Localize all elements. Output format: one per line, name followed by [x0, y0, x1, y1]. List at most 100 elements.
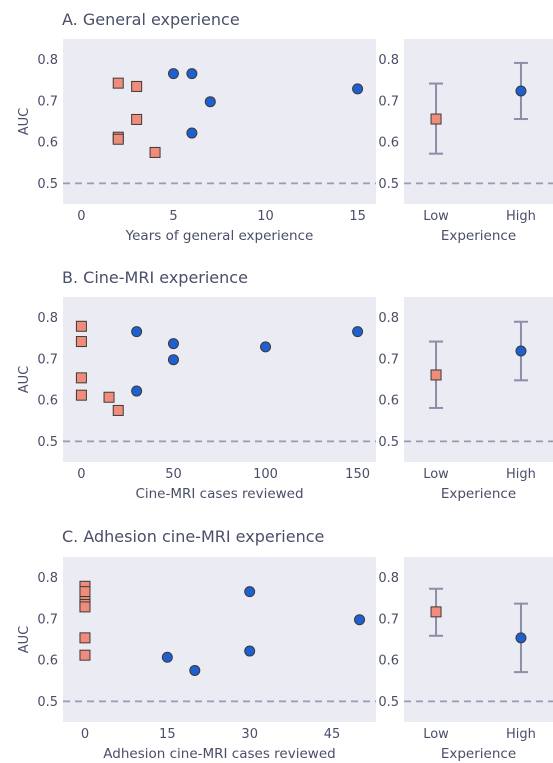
panel-b-summary-ytick-label: 0.8	[378, 311, 399, 326]
panel-a-xtick-label: 0	[77, 209, 85, 224]
panel-a-point-high	[186, 127, 198, 139]
panel-a-title: A. General experience	[62, 10, 240, 29]
panel-b-summary-xtick-label: High	[506, 467, 536, 482]
panel-a-summary-ytick-label: 0.8	[378, 53, 399, 68]
panel-c-ytick-label: 0.6	[37, 654, 58, 669]
panel-c-ytick-label: 0.7	[37, 612, 58, 627]
panel-a-point-high	[186, 68, 198, 80]
panel-c-point-high	[161, 651, 173, 663]
panel-c-plot-area	[63, 557, 376, 722]
panel-a-summary-ytick-label: 0.6	[378, 136, 399, 151]
panel-b-summary-errorbar: Low High 0.5 0.6 0.7 0.8 Experience	[378, 297, 553, 502]
panel-c-xlabel: Adhesion cine-MRI cases reviewed	[103, 746, 335, 762]
panel-c-point-low	[79, 601, 91, 613]
panel-c-summary-xtick-label: High	[506, 727, 536, 742]
panel-c-point-low	[79, 649, 91, 661]
panel-b-point-low	[103, 391, 115, 403]
panel-c-point-low	[79, 632, 91, 644]
panel-b-ytick-label: 0.8	[37, 311, 58, 326]
panel-b-ytick-label: 0.7	[37, 352, 58, 367]
panel-b-xtick-label: 100	[253, 467, 278, 482]
panel-a-scatter: 0 5 10 15 0.5 0.6 0.7 0.8 AUC Years of general ex…	[17, 39, 376, 244]
panel-c-point-high	[189, 664, 201, 676]
panel-b-point-high	[131, 326, 143, 338]
panel-c-summary-plot-area	[404, 557, 553, 722]
panel-b-summary-xtick-label: Low	[423, 467, 449, 482]
panel-c-summary-ytick-label: 0.8	[378, 571, 399, 586]
panel-a-summary-ytick-label: 0.7	[378, 94, 399, 109]
panel-c-ytick-label: 0.5	[37, 695, 58, 710]
panel-b-summary-mean-point-low	[430, 369, 442, 381]
panel-c-xtick-label: 15	[159, 727, 176, 742]
panel-c-summary-errorbar: Low High 0.5 0.6 0.7 0.8 Experience	[378, 557, 553, 762]
panel-c-point-high	[354, 614, 366, 626]
panel-c-point-low	[79, 586, 91, 598]
panel-a-xtick-label: 5	[169, 209, 177, 224]
panel-c-summary-ytick-label: 0.7	[378, 612, 399, 627]
panel-c-point-high	[244, 645, 256, 657]
panel-c-scatter: 0 15 30 45 0.5 0.6 0.7 0.8 AUC Adhesion cine-MRI …	[17, 557, 376, 762]
panel-b-ytick-label: 0.6	[37, 394, 58, 409]
panel-c-summary-xlabel: Experience	[441, 746, 516, 762]
panel-c-summary-mean-point-low	[430, 606, 442, 618]
panel-a-point-high	[352, 83, 364, 95]
panel-b-title: B. Cine-MRI experience	[62, 268, 248, 287]
panel-c-summary-ytick-label: 0.6	[378, 654, 399, 669]
panel-b-point-low	[75, 372, 87, 384]
panel-b-summary-ytick-label: 0.6	[378, 394, 399, 409]
panel-b-point-low	[75, 336, 87, 348]
panel-c-xtick-label: 30	[241, 727, 258, 742]
panel-b-xlabel: Cine-MRI cases reviewed	[135, 486, 303, 502]
panel-a-point-low	[149, 146, 161, 158]
panel-c-summary-ytick-label: 0.5	[378, 695, 399, 710]
panel-a-point-low	[112, 133, 124, 145]
panel-b-summary-plot-area	[404, 297, 553, 462]
panel-b-xtick-label: 0	[77, 467, 85, 482]
panel-b-plot-area	[63, 297, 376, 462]
panel-a-ytick-label: 0.6	[37, 136, 58, 151]
plots-layer: 0 5 10 15 0.5 0.6 0.7 0.8 AUC Years of general ex…	[17, 39, 553, 762]
panel-a-summary-plot-area	[404, 39, 553, 204]
panel-b-point-high	[260, 341, 272, 353]
panel-b-ytick-label: 0.5	[37, 435, 58, 450]
panel-a-point-low	[112, 77, 124, 89]
panel-a-point-low	[131, 113, 143, 125]
panel-a-summary-mean-point-low	[430, 113, 442, 125]
panel-c-ylabel: AUC	[17, 626, 32, 654]
panel-b-point-low	[75, 389, 87, 401]
panel-a-ytick-label: 0.7	[37, 94, 58, 109]
panel-b-point-low	[75, 320, 87, 332]
panel-b-summary-ytick-label: 0.5	[378, 435, 399, 450]
panel-a-point-high	[167, 68, 179, 80]
panel-a-ytick-label: 0.8	[37, 53, 58, 68]
panel-a-xtick-label: 15	[349, 209, 366, 224]
panel-b-xtick-label: 150	[345, 467, 370, 482]
panel-a-summary-errorbar: Low High 0.5 0.6 0.7 0.8 Experience	[378, 39, 553, 244]
panel-a-xtick-label: 10	[257, 209, 274, 224]
panel-a-summary-xtick-label: High	[506, 209, 536, 224]
panel-c-point-high	[244, 586, 256, 598]
panel-a-ytick-label: 0.5	[37, 177, 58, 192]
panel-a-xlabel: Years of general experience	[125, 228, 314, 244]
panel-a-summary-xlabel: Experience	[441, 228, 516, 244]
panel-c-xtick-label: 0	[81, 727, 89, 742]
panel-a-summary-xtick-label: Low	[423, 209, 449, 224]
panel-b-point-high	[352, 326, 364, 338]
panel-a-summary-ytick-label: 0.5	[378, 177, 399, 192]
panel-b-summary-mean-point-high	[515, 345, 527, 357]
panel-b-point-high	[167, 354, 179, 366]
panel-a-point-low	[131, 80, 143, 92]
panel-c-ytick-label: 0.8	[37, 571, 58, 586]
panel-a-point-high	[204, 96, 216, 108]
panel-c-summary-mean-point-high	[515, 632, 527, 644]
panel-b-point-high	[131, 385, 143, 397]
panel-c-summary-xtick-label: Low	[423, 727, 449, 742]
panel-b-point-low	[112, 404, 124, 416]
panel-b-ylabel: AUC	[17, 366, 32, 394]
panel-c-title: C. Adhesion cine-MRI experience	[62, 527, 324, 546]
panel-c-xtick-label: 45	[324, 727, 341, 742]
panel-b-summary-ytick-label: 0.7	[378, 352, 399, 367]
panel-a-ylabel: AUC	[17, 108, 32, 136]
panel-b-scatter: 0 50 100 150 0.5 0.6 0.7 0.8 AUC Cine-MRI cases r…	[17, 297, 376, 502]
